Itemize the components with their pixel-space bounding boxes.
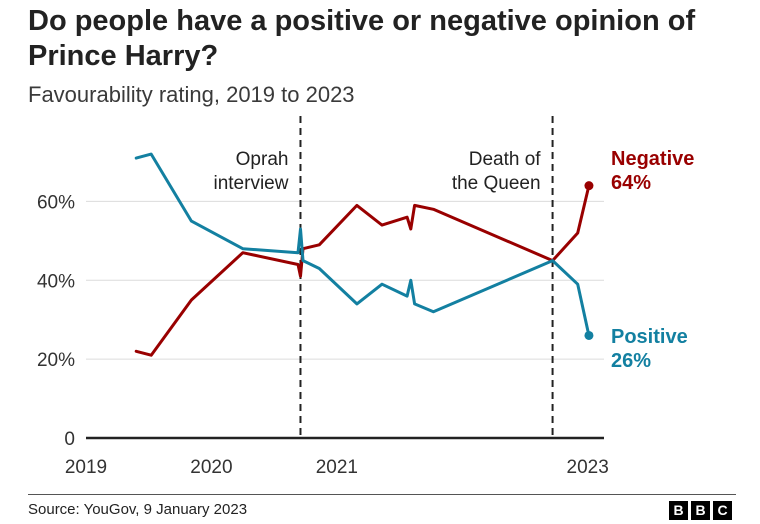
logo-letter-b2: B xyxy=(691,501,710,520)
x-tick-label-2021: 2021 xyxy=(316,457,358,478)
logo-letter-c: C xyxy=(713,501,732,520)
series-label-negative: Negative xyxy=(611,148,694,170)
series-value-negative: 64% xyxy=(611,172,651,194)
x-tick-label-2020: 2020 xyxy=(190,457,232,478)
series-layer xyxy=(134,152,594,357)
series-line-negative xyxy=(134,184,591,357)
annotation-text-0-1: interview xyxy=(213,173,288,194)
series-value-positive: 26% xyxy=(611,350,651,372)
bbc-logo: B B C xyxy=(669,501,732,520)
x-tick-label-2023: 2023 xyxy=(567,457,609,478)
chart-subtitle: Favourability rating, 2019 to 2023 xyxy=(28,82,355,107)
y-tick-label-0: 0 xyxy=(64,429,75,450)
series-end-marker-positive xyxy=(584,330,594,340)
annotation-text-1-1: the Queen xyxy=(452,173,541,194)
annotation-text-1-0: Death of xyxy=(469,149,542,170)
grid-layer: 0 20% 40% 60% 2019 2020 2021 2023 xyxy=(37,192,609,478)
annotation-text-0-0: Oprah xyxy=(236,149,289,170)
series-line-positive xyxy=(134,152,591,337)
series-label-positive: Positive xyxy=(611,326,688,348)
chart-title: Do people have a positive or negative op… xyxy=(28,5,696,72)
x-tick-label-2019: 2019 xyxy=(65,457,107,478)
footer-divider xyxy=(28,494,736,495)
y-tick-label-40: 40% xyxy=(37,271,75,292)
logo-letter-b1: B xyxy=(669,501,688,520)
source-note: Source: YouGov, 9 January 2023 xyxy=(28,501,248,518)
annotation-layer: Oprah interview Death of the Queen xyxy=(213,116,554,438)
y-tick-label-20: 20% xyxy=(37,350,75,371)
series-end-marker-negative xyxy=(584,181,594,191)
y-tick-label-60: 60% xyxy=(37,192,75,213)
